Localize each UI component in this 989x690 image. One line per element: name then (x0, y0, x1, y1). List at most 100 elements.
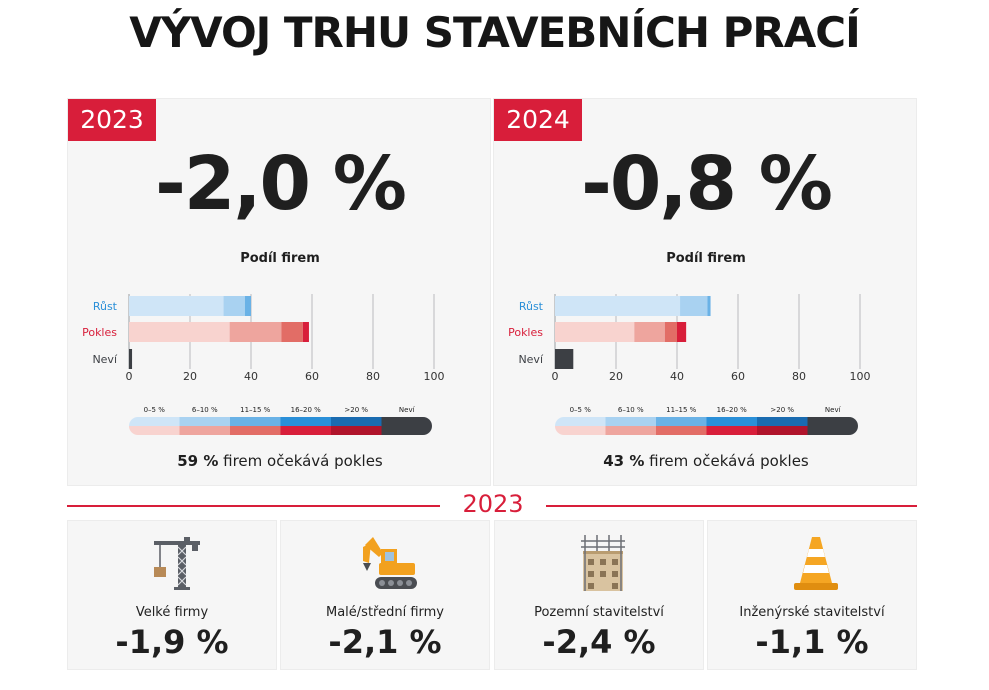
tick-label: 40 (244, 370, 258, 383)
bar-segment (129, 296, 224, 316)
bar-segment (680, 296, 708, 316)
summary-rest: firem očekává pokles (644, 452, 809, 470)
card-building-construction: Pozemní stavitelství -2,4 % (494, 520, 704, 670)
bar-segment (244, 296, 251, 316)
tick-label: 60 (305, 370, 319, 383)
bar-segment (634, 322, 665, 342)
page-title: VÝVOJ TRHU STAVEBNÍCH PRACÍ (129, 8, 860, 57)
legend-label: 11–15 % (240, 406, 271, 414)
category-label: Neví (92, 353, 118, 366)
summary-rest: firem očekává pokles (218, 452, 383, 470)
legend-swatch (706, 417, 757, 426)
legend-swatch (331, 417, 382, 426)
tick-label: 20 (609, 370, 623, 383)
legend-swatch (280, 426, 331, 435)
tick-label: 0 (552, 370, 559, 383)
building-icon (581, 535, 625, 591)
tick-label: 80 (366, 370, 380, 383)
bar-segment (677, 322, 687, 342)
category-label: Pokles (82, 326, 117, 339)
card-value: -2,4 % (542, 623, 656, 661)
legend-label: Neví (825, 406, 842, 414)
bar-segment (302, 322, 309, 342)
legend-label: 16–20 % (717, 406, 748, 414)
tick-label: 80 (792, 370, 806, 383)
card-civil-engineering: Inženýrské stavitelství -1,1 % (707, 520, 917, 670)
tick-label: 0 (126, 370, 133, 383)
bar-segment (223, 296, 245, 316)
share-bar-chart: Růst Pokles Neví 0 20 40 60 80 100 0–5 % 6–10 % 11–… (508, 294, 871, 435)
card-large-firms: Velké firmy -1,9 % (67, 520, 277, 670)
summary-text: 43 % firem očekává pokles (494, 452, 918, 470)
category-label: Růst (93, 300, 118, 313)
legend-swatch (605, 417, 656, 426)
bar-segment (129, 322, 230, 342)
bar-segment (129, 349, 133, 369)
legend-swatch (331, 426, 382, 435)
legend-swatch (230, 426, 281, 435)
bar-segment (707, 296, 711, 316)
legend-swatch (555, 426, 606, 435)
card-small-medium-firms: Malé/střední firmy -2,1 % (280, 520, 490, 670)
category-label: Neví (518, 353, 544, 366)
card-value: -2,1 % (328, 623, 442, 661)
forecast-value: -2,0 % (155, 141, 407, 227)
category-label: Pokles (508, 326, 543, 339)
bar-segment (664, 322, 677, 342)
bar-segment (281, 322, 303, 342)
legend-label: 16–20 % (291, 406, 322, 414)
legend-label: 6–10 % (618, 406, 644, 414)
tick-label: 100 (424, 370, 445, 383)
card-label: Pozemní stavitelství (534, 605, 664, 620)
year-tag: 2023 (68, 99, 156, 141)
card-value: -1,1 % (755, 623, 869, 661)
excavator-icon (363, 537, 417, 589)
crane-icon (154, 537, 200, 590)
share-label: Podíl firem (240, 251, 320, 266)
legend-strip (129, 417, 432, 435)
card-value: -1,9 % (115, 623, 229, 661)
bar-segment (555, 349, 574, 369)
category-label: Růst (519, 300, 544, 313)
legend-swatch (280, 417, 331, 426)
summary-bold: 43 % (603, 452, 645, 470)
share-bar-chart: Růst Pokles Neví 0 20 40 60 80 100 0–5 % 6–10 % 11–… (82, 294, 445, 435)
legend-strip (555, 417, 858, 435)
legend-swatch (757, 417, 808, 426)
tick-label: 40 (670, 370, 684, 383)
legend-swatch (706, 426, 757, 435)
legend-label: 0–5 % (570, 406, 592, 414)
legend-swatch (179, 417, 230, 426)
traffic-cone-icon (794, 537, 838, 590)
divider-line-right (546, 505, 917, 507)
year-tag: 2024 (494, 99, 582, 141)
legend-swatch (381, 417, 432, 435)
tick-label: 60 (731, 370, 745, 383)
card-label: Malé/střední firmy (326, 605, 444, 620)
legend-label: >20 % (770, 406, 794, 414)
panel-2023: 2023 -2,0 % Podíl firem Růst Pokles Neví 0 2… (67, 98, 491, 486)
legend-label: >20 % (344, 406, 368, 414)
legend-swatch (757, 426, 808, 435)
divider-line-left (67, 505, 440, 507)
legend-label: 0–5 % (144, 406, 166, 414)
legend-swatch (129, 417, 180, 426)
legend-label: Neví (399, 406, 416, 414)
divider-year: 2023 (462, 490, 524, 518)
panel-2024: 2024 -0,8 % Podíl firem Růst Pokles Neví 0 2… (493, 98, 917, 486)
legend-swatch (605, 426, 656, 435)
card-label: Velké firmy (135, 605, 209, 620)
share-label: Podíl firem (666, 251, 746, 266)
forecast-value: -0,8 % (581, 141, 833, 227)
legend-swatch (129, 426, 180, 435)
bar-segment (555, 322, 635, 342)
legend-label: 6–10 % (192, 406, 218, 414)
legend-swatch (656, 417, 707, 426)
tick-label: 20 (183, 370, 197, 383)
summary-bold: 59 % (177, 452, 219, 470)
legend-swatch (230, 417, 281, 426)
bar-segment (555, 296, 681, 316)
legend-label: 11–15 % (666, 406, 697, 414)
legend-swatch (555, 417, 606, 426)
legend-swatch (807, 417, 858, 435)
